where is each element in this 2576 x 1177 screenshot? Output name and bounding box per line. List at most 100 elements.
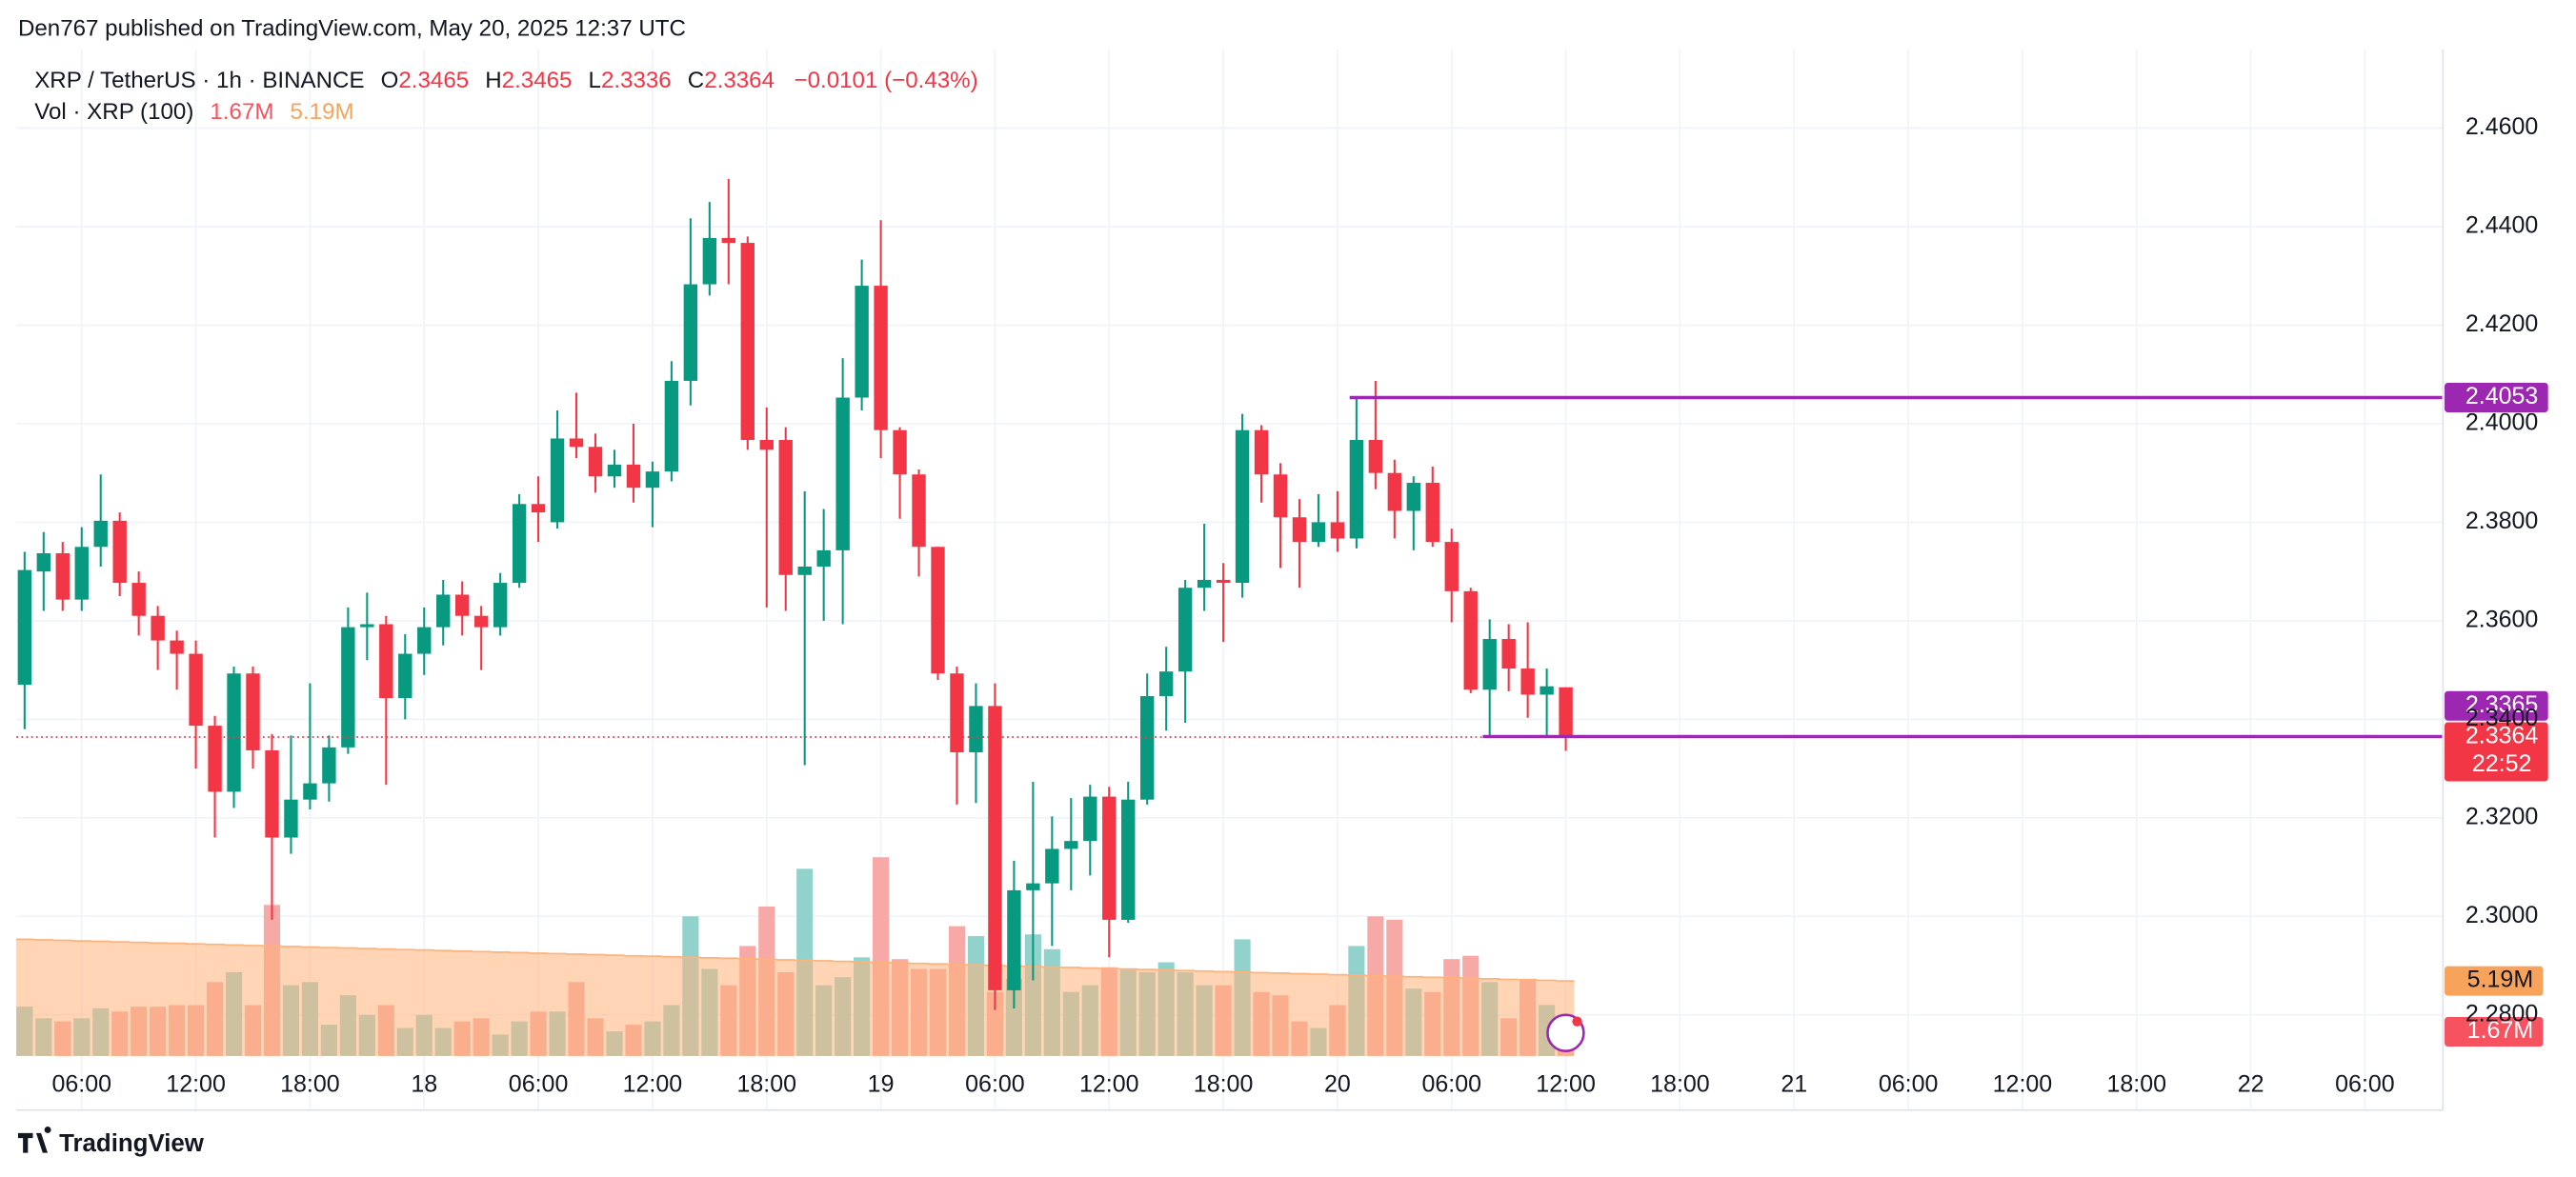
candle-body (512, 504, 527, 584)
candle-body (227, 673, 241, 792)
x-tick-label: 20 (1324, 1071, 1351, 1098)
candle-body (569, 438, 584, 448)
candle-body (398, 653, 413, 699)
x-tick-label: 12:00 (623, 1071, 683, 1098)
axes: 06:00 12:00 18:00 18 06:00 12:00 18:00 19 06:00 1… (51, 113, 2538, 1097)
y-tick-label: 2.2800 (2465, 1000, 2538, 1027)
volume-pane (15, 857, 1575, 1056)
y-tick-label: 2.3000 (2465, 902, 2538, 928)
x-tick-label: 18:00 (1194, 1071, 1254, 1098)
x-tick-label: 06:00 (965, 1071, 1025, 1098)
x-tick-label: 12:00 (166, 1071, 226, 1098)
candle-body (969, 706, 983, 753)
y-tick-label: 2.3600 (2465, 606, 2538, 632)
candle-body (1140, 696, 1155, 800)
candle-body (626, 464, 641, 489)
last-price-label: 2.3364 (2465, 723, 2539, 749)
candle-body (740, 243, 755, 441)
candle-body (1425, 483, 1439, 543)
low-letter: L (589, 69, 601, 94)
candle-body (455, 594, 470, 616)
candle-body (1121, 799, 1136, 920)
price-label-box (2445, 690, 2548, 721)
last-price-box (2445, 722, 2548, 782)
low-value: 2.3336 (601, 69, 672, 94)
candle-body (1235, 429, 1250, 584)
candle-body (1254, 429, 1269, 475)
candle-body (721, 237, 735, 244)
candle-body (112, 520, 127, 584)
volume-ma-line (15, 938, 1575, 982)
candle-body (835, 397, 850, 550)
x-tick-label: 22 (2238, 1071, 2264, 1098)
high-letter: H (485, 69, 501, 94)
candle-body (473, 615, 489, 628)
x-tick-label: 21 (1781, 1071, 1807, 1098)
candle-body (341, 627, 355, 748)
y-tick-label: 2.3200 (2465, 803, 2538, 829)
candle-body (550, 438, 565, 523)
published-note: Den767 published on TradingView.com, May… (18, 15, 686, 41)
volume-legend: Vol · XRP (100) 1.67M 5.19M (34, 99, 353, 125)
y-tick-label: 2.4600 (2465, 113, 2538, 140)
brand: TradingView (17, 1127, 205, 1157)
candle-body (360, 624, 374, 628)
candle-body (36, 553, 50, 572)
x-tick-label: 06:00 (1879, 1071, 1939, 1098)
x-tick-label: 18:00 (280, 1071, 340, 1098)
candle-body (131, 583, 146, 616)
candle-body (322, 747, 336, 784)
candle-body (531, 504, 546, 513)
candle-body (912, 474, 926, 548)
candle-body (1064, 841, 1078, 849)
candle-body (1559, 687, 1573, 737)
volume-ma-value: 5.19M (291, 99, 354, 125)
candle-body (664, 380, 679, 472)
x-tick-label: 18:00 (1650, 1071, 1710, 1098)
volume-value: 1.67M (210, 99, 273, 125)
open-value: 2.3465 (398, 69, 469, 94)
candle-body (1292, 517, 1307, 543)
candle-body (284, 799, 298, 838)
candle-body (1177, 588, 1193, 672)
price-label: 2.3365 (2465, 691, 2538, 718)
candle-body (1083, 796, 1097, 842)
x-tick-label: 12:00 (1993, 1071, 2053, 1098)
brand-name: TradingView (59, 1130, 205, 1157)
y-tick-label: 2.3800 (2465, 508, 2538, 534)
candle-body (208, 726, 222, 792)
volume-box (2445, 1017, 2544, 1047)
candle-body (93, 520, 108, 548)
candle-body (1197, 579, 1212, 588)
candle-body (1026, 883, 1040, 890)
candle-body (1520, 668, 1535, 695)
candles (17, 178, 1573, 1010)
candle-body (74, 547, 89, 600)
symbol: XRP / TetherUS · 1h · BINANCE (34, 69, 364, 94)
candle-body (493, 583, 508, 628)
x-tick-label: 06:00 (509, 1071, 569, 1098)
candle-body (778, 440, 793, 575)
y-tick-label: 2.4000 (2465, 409, 2538, 436)
candle-body (17, 569, 32, 686)
volume-ma-label: 5.19M (2467, 967, 2533, 993)
candle-body (246, 673, 260, 750)
candle-body (417, 627, 432, 654)
candle-body (702, 237, 717, 285)
candle-body (1463, 590, 1478, 690)
brand-logo (17, 1127, 51, 1153)
candle-body (816, 549, 831, 567)
candle-body (893, 429, 907, 475)
candle-body (151, 615, 165, 641)
candle-body (855, 286, 869, 398)
alert-dot (1572, 1016, 1582, 1027)
candle-body (1406, 483, 1421, 511)
x-tick-label: 06:00 (51, 1071, 111, 1098)
candle-body (265, 749, 279, 838)
candle-body (1444, 542, 1459, 591)
price-label-box (2445, 383, 2548, 413)
ohlc-legend: XRP / TetherUS · 1h · BINANCE O2.3465 H2… (34, 69, 977, 94)
candle-body (645, 471, 660, 489)
candle-body (1387, 472, 1402, 511)
